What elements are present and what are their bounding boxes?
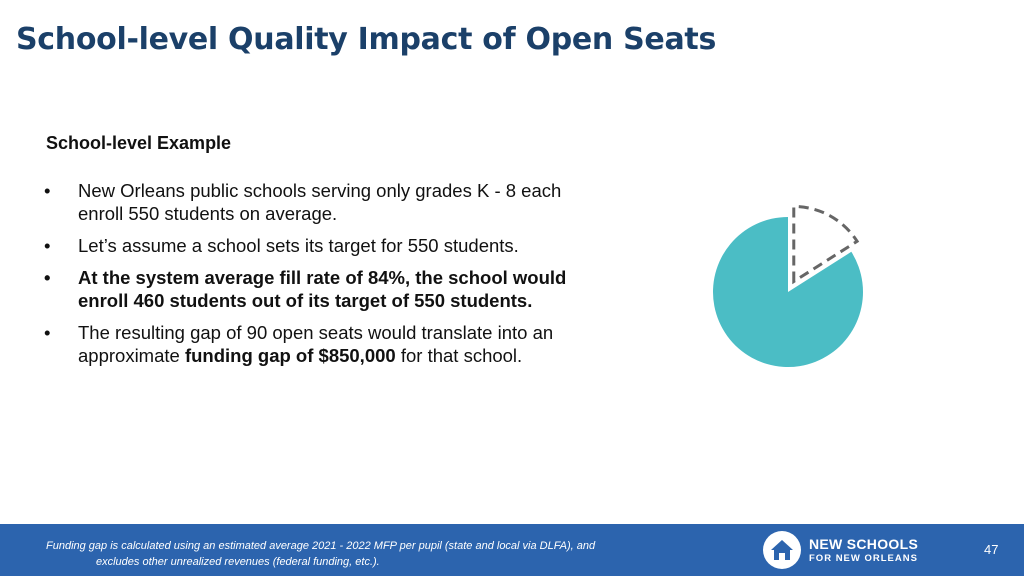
- page-number: 47: [984, 542, 999, 557]
- bullet-item: • The resulting gap of 90 open seats wou…: [44, 321, 604, 367]
- footnote-line: excludes other unrealized revenues (fede…: [96, 556, 380, 568]
- bullet-text: Let’s assume a school sets its target fo…: [78, 235, 519, 256]
- footnote-line: Funding gap is calculated using an estim…: [46, 540, 596, 552]
- footnote: Funding gap is calculated using an estim…: [46, 538, 726, 570]
- bullet-text-part: for that school.: [395, 345, 523, 366]
- bullet-item: • At the system average fill rate of 84%…: [44, 266, 604, 312]
- pie-gap-slice: [792, 204, 860, 285]
- bullet-marker: •: [44, 322, 51, 343]
- bullet-list: • New Orleans public schools serving onl…: [44, 179, 604, 376]
- logo-text: NEW SCHOOLS FOR NEW ORLEANS: [809, 536, 918, 565]
- funding-gap-emphasis: funding gap of $850,000: [184, 345, 396, 366]
- bullet-item: • New Orleans public schools serving onl…: [44, 179, 604, 225]
- bullet-text: New Orleans public schools serving only …: [78, 180, 562, 224]
- bullet-item: • Let’s assume a school sets its target …: [44, 234, 604, 257]
- pie-filled-slice: [712, 217, 863, 367]
- fill-rate-pie: [712, 204, 863, 367]
- logo: NEW SCHOOLS FOR NEW ORLEANS: [763, 530, 918, 570]
- bullet-text: At the system average fill rate of 84%, …: [78, 267, 567, 311]
- bullet-text: The resulting gap of 90 open seats would…: [78, 322, 553, 366]
- page-title: School-level Quality Impact of Open Seat…: [16, 22, 717, 57]
- logo-line: NEW SCHOOLS: [809, 535, 919, 552]
- bullet-marker: •: [44, 267, 51, 288]
- house-icon: [763, 531, 801, 569]
- bullet-marker: •: [44, 180, 51, 201]
- footer-bar: Funding gap is calculated using an estim…: [0, 524, 1024, 576]
- section-heading: School-level Example: [46, 133, 232, 153]
- bullet-marker: •: [44, 235, 51, 256]
- logo-line: FOR NEW ORLEANS: [809, 552, 918, 564]
- bullet-text-part: The resulting gap of 90 open seats would…: [78, 322, 554, 366]
